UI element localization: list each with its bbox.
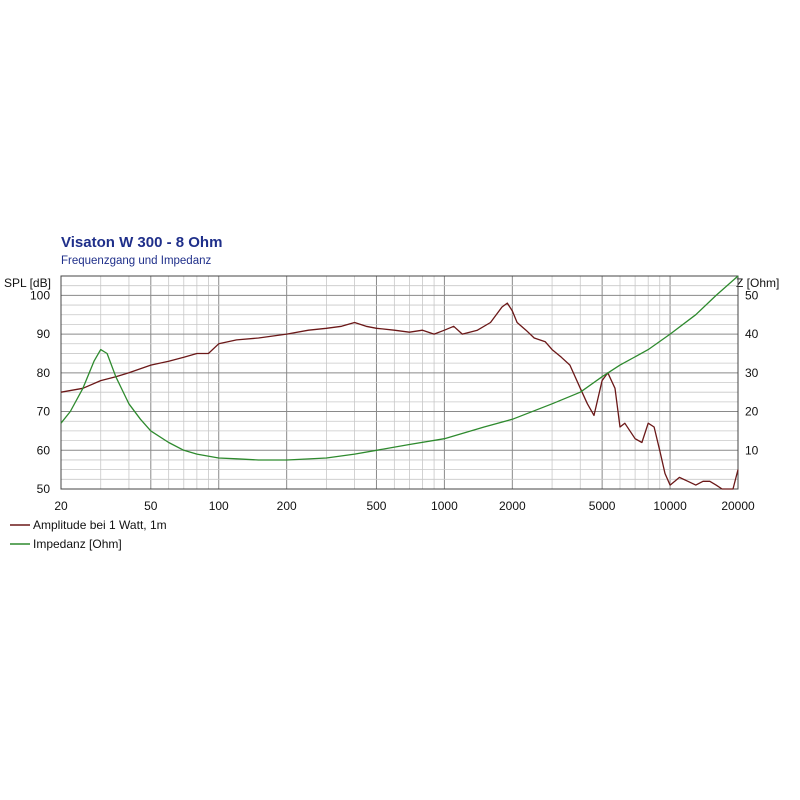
x-tick-label: 50 (144, 499, 158, 513)
y-left-tick-label: 60 (37, 443, 51, 457)
y-left-tick-label: 50 (37, 482, 51, 496)
x-tick-label: 1000 (431, 499, 458, 513)
y-left-tick-label: 90 (37, 327, 51, 341)
x-tick-label: 10000 (653, 499, 687, 513)
y-right-tick-label: 30 (745, 366, 759, 380)
series-line-impedance (60, 275, 739, 461)
legend-item-amplitude: Amplitude bei 1 Watt, 1m (33, 518, 167, 532)
series-layer (60, 275, 739, 490)
x-tick-label: 20000 (721, 499, 755, 513)
y-left-tick-label: 70 (37, 405, 51, 419)
y-right-tick-label: 10 (745, 443, 759, 457)
legend-item-impedance: Impedanz [Ohm] (33, 537, 122, 551)
legend: Amplitude bei 1 Watt, 1m Impedanz [Ohm] (10, 518, 167, 551)
x-tick-label: 200 (277, 499, 297, 513)
chart-subtitle: Frequenzgang und Impedanz (61, 255, 211, 267)
x-tick-label: 5000 (589, 499, 616, 513)
chart-title: Visaton W 300 - 8 Ohm (61, 234, 222, 251)
series-line-amplitude (60, 302, 739, 490)
tick-labels: 20 50 100 200 500 1000 2000 5000 10000 2000050607… (30, 288, 759, 513)
y-right-tick-label: 20 (745, 405, 759, 419)
x-tick-label: 2000 (499, 499, 526, 513)
x-tick-label: 100 (209, 499, 229, 513)
y-right-tick-label: 50 (745, 288, 759, 302)
y-left-axis-title: SPL [dB] (4, 276, 51, 290)
x-tick-label: 500 (366, 499, 386, 513)
y-left-tick-label: 80 (37, 366, 51, 380)
y-right-tick-label: 40 (745, 327, 759, 341)
x-tick-label: 20 (54, 499, 68, 513)
plot-area (60, 275, 739, 490)
y-left-tick-label: 100 (30, 288, 50, 302)
y-right-axis-title: Z [Ohm] (736, 276, 779, 290)
grid (61, 276, 738, 489)
